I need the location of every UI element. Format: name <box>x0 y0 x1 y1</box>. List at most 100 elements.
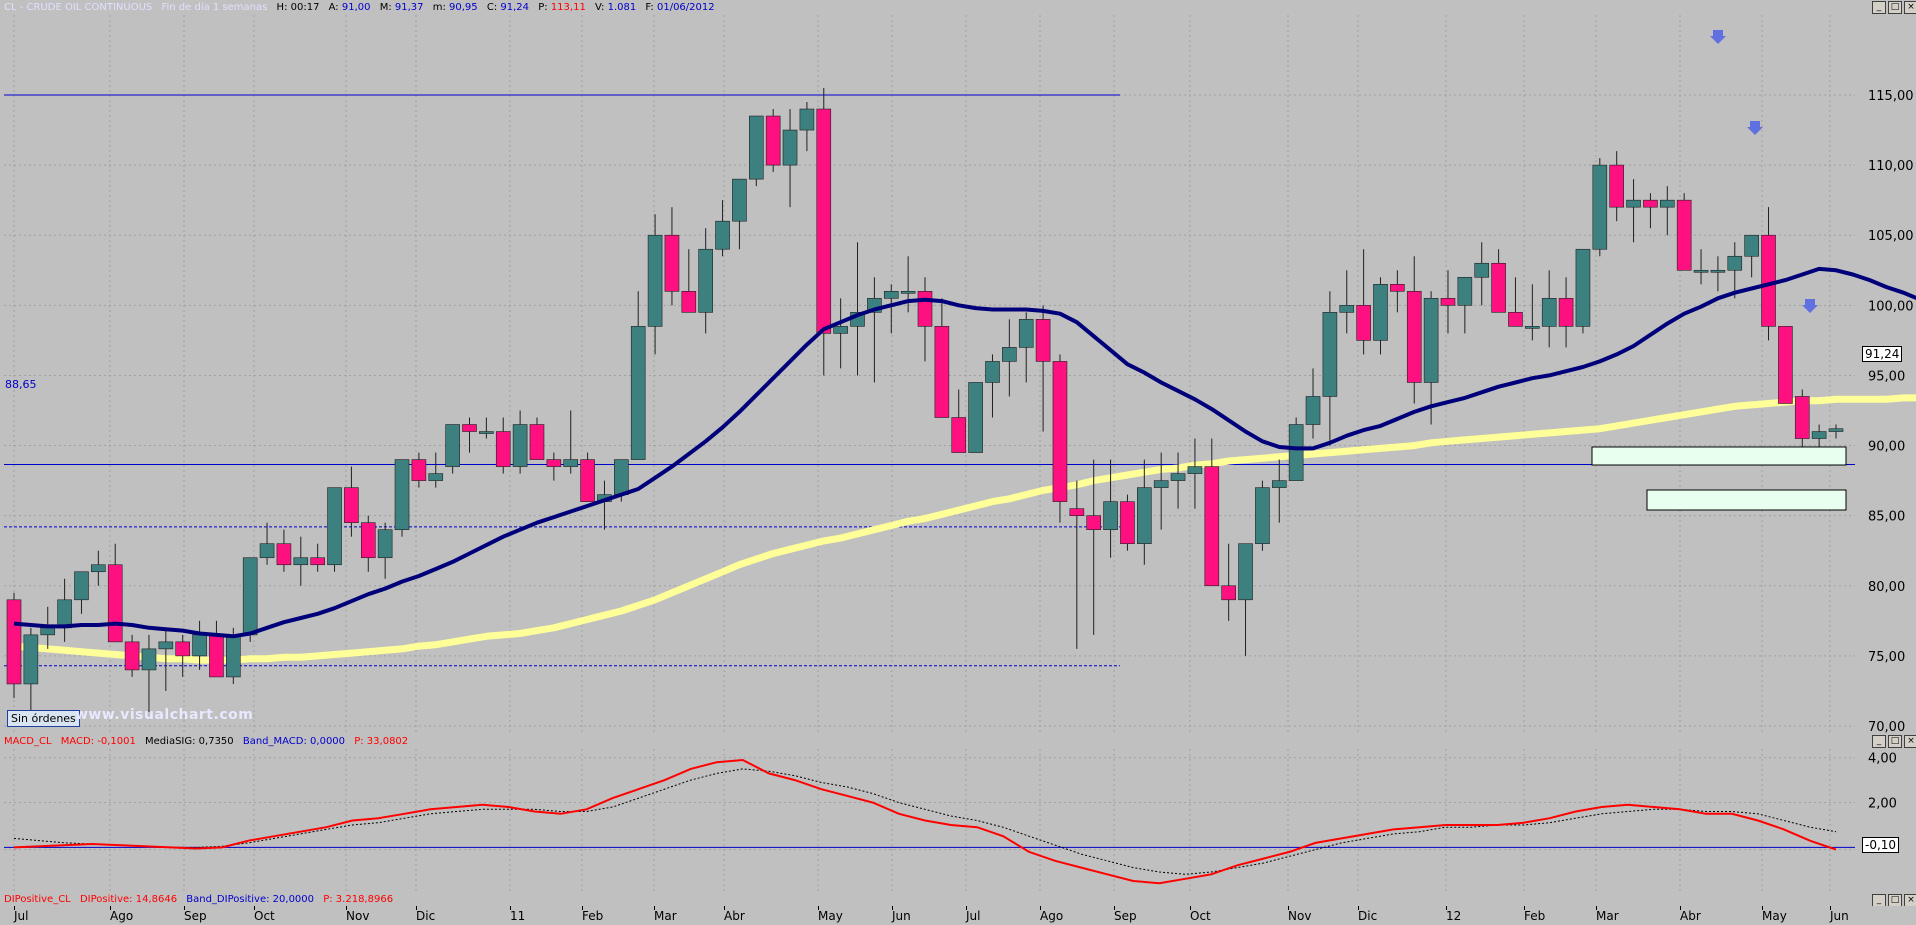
candle[interactable] <box>360 515 376 572</box>
candle[interactable] <box>1609 151 1624 222</box>
candle[interactable] <box>411 452 427 488</box>
candle[interactable] <box>951 389 967 453</box>
candle[interactable] <box>74 571 89 614</box>
candle[interactable] <box>1271 459 1287 523</box>
candle[interactable] <box>242 557 258 642</box>
candle[interactable] <box>512 410 528 474</box>
sell-arrow-icon[interactable] <box>1802 299 1818 313</box>
candle[interactable] <box>1390 270 1405 313</box>
candle[interactable] <box>1018 312 1034 383</box>
candle[interactable] <box>1153 452 1169 530</box>
sin-ordenes-button[interactable]: Sin órdenes <box>7 710 80 727</box>
target-box-upper[interactable] <box>1591 446 1847 466</box>
minimize-icon[interactable]: _ <box>1872 735 1886 748</box>
candle[interactable] <box>1069 480 1085 649</box>
candle[interactable] <box>1525 284 1540 341</box>
candle[interactable] <box>1339 270 1355 334</box>
candle[interactable] <box>462 417 477 453</box>
candle[interactable] <box>124 634 140 677</box>
candle[interactable] <box>1322 291 1338 446</box>
target-box-lower[interactable] <box>1646 489 1847 511</box>
maximize-icon[interactable]: □ <box>1888 1 1902 14</box>
candle[interactable] <box>630 291 646 460</box>
candle[interactable] <box>647 214 663 355</box>
candle[interactable] <box>1508 277 1523 327</box>
candle[interactable] <box>1035 305 1051 432</box>
candle[interactable] <box>1626 179 1641 243</box>
candle[interactable] <box>546 452 562 481</box>
candle[interactable] <box>1137 459 1152 565</box>
candle[interactable] <box>799 102 815 152</box>
candle[interactable] <box>1423 291 1439 425</box>
candle[interactable] <box>1541 270 1557 348</box>
candle[interactable] <box>1575 248 1591 334</box>
candle[interactable] <box>968 382 983 453</box>
candle[interactable] <box>732 178 747 250</box>
candle[interactable] <box>1170 452 1186 509</box>
candle[interactable] <box>1676 193 1692 271</box>
candle[interactable] <box>1727 242 1743 299</box>
candle[interactable] <box>1288 417 1304 481</box>
candle[interactable] <box>664 207 680 306</box>
candle[interactable] <box>479 417 494 439</box>
candle[interactable] <box>1440 270 1456 334</box>
candle[interactable] <box>1255 480 1270 551</box>
candle[interactable] <box>23 627 39 712</box>
candle[interactable] <box>1794 389 1810 453</box>
candle[interactable] <box>1643 193 1658 229</box>
candle[interactable] <box>1356 249 1371 355</box>
candle[interactable] <box>1778 326 1793 404</box>
candle[interactable] <box>1558 277 1574 348</box>
sell-arrow-icon[interactable] <box>1710 30 1726 44</box>
candle[interactable] <box>293 536 309 586</box>
candle[interactable] <box>765 109 781 173</box>
candle[interactable] <box>327 487 342 572</box>
candle[interactable] <box>1305 368 1321 439</box>
candle[interactable] <box>883 284 899 334</box>
candle[interactable] <box>1120 494 1135 551</box>
candle[interactable] <box>1659 186 1675 236</box>
candle[interactable] <box>580 452 595 502</box>
close-icon[interactable]: × <box>1904 735 1916 748</box>
candle[interactable] <box>1002 319 1017 397</box>
candle[interactable] <box>276 529 292 572</box>
candle[interactable] <box>344 466 359 537</box>
candle[interactable] <box>681 249 697 313</box>
candle[interactable] <box>985 354 1000 418</box>
candle[interactable] <box>1693 249 1709 285</box>
candle[interactable] <box>1592 158 1608 257</box>
close-icon[interactable]: × <box>1904 1 1916 14</box>
candle[interactable] <box>1373 277 1388 355</box>
candle[interactable] <box>1744 234 1759 278</box>
candle[interactable] <box>748 115 764 187</box>
candle[interactable] <box>445 424 460 474</box>
candle[interactable] <box>91 550 106 586</box>
maximize-icon[interactable]: □ <box>1888 735 1902 748</box>
sell-arrow-icon[interactable] <box>1747 121 1763 135</box>
candle[interactable] <box>1491 249 1506 313</box>
candle[interactable] <box>6 592 22 698</box>
candle[interactable] <box>175 634 191 677</box>
candle[interactable] <box>1103 459 1118 558</box>
candle[interactable] <box>141 634 157 712</box>
candle[interactable] <box>377 522 393 579</box>
candle[interactable] <box>57 578 72 642</box>
candle[interactable] <box>1052 354 1068 523</box>
candle[interactable] <box>158 627 174 691</box>
candle[interactable] <box>1187 438 1203 509</box>
candle[interactable] <box>310 543 325 572</box>
candle[interactable] <box>782 109 798 208</box>
candle[interactable] <box>428 452 444 488</box>
candle[interactable] <box>529 417 545 460</box>
candle[interactable] <box>1406 256 1422 404</box>
candle[interactable] <box>1238 543 1253 656</box>
candle[interactable] <box>1204 438 1220 587</box>
minimize-icon[interactable]: _ <box>1872 1 1886 14</box>
candle[interactable] <box>1457 276 1473 334</box>
candle[interactable] <box>1221 543 1236 621</box>
candle[interactable] <box>495 417 511 474</box>
candle[interactable] <box>1828 424 1844 439</box>
candle[interactable] <box>394 459 410 537</box>
candle[interactable] <box>698 228 713 334</box>
candle[interactable] <box>715 200 730 257</box>
